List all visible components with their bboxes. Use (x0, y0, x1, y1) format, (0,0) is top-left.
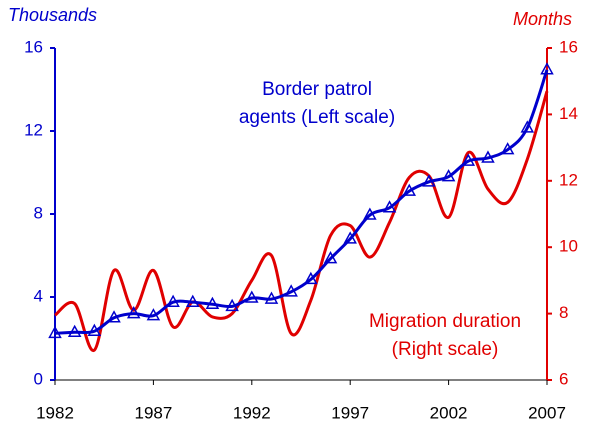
series-line (54, 69, 549, 335)
y-tick-label: 16 (24, 37, 43, 56)
point-marker (67, 324, 82, 338)
y2-tick-label: 6 (559, 369, 568, 388)
x-tick-label: 2007 (528, 403, 566, 422)
y2-tick-label: 8 (559, 303, 568, 322)
series-line (54, 90, 549, 352)
point-marker (107, 310, 121, 323)
x-tick-label: 1982 (36, 403, 74, 422)
point-marker (363, 207, 377, 220)
point-marker (48, 325, 62, 339)
y2-axis-label: Months (513, 9, 572, 29)
x-tick-label: 2002 (430, 403, 468, 422)
annotation: Migration duration (369, 311, 521, 332)
y2-tick-label: 14 (559, 104, 578, 123)
y-tick-label: 0 (34, 369, 43, 388)
point-marker (87, 323, 102, 336)
point-marker (126, 306, 141, 319)
point-marker (520, 120, 535, 133)
y-axis-label: Thousands (8, 5, 97, 25)
point-marker (304, 271, 318, 285)
x-tick-label: 1992 (233, 403, 271, 422)
point-marker (481, 150, 495, 163)
y2-tick-label: 10 (559, 237, 578, 256)
point-marker (284, 284, 298, 297)
point-marker (323, 251, 338, 264)
y-tick-label: 4 (34, 286, 43, 305)
point-marker (422, 174, 436, 187)
x-tick-label: 1997 (331, 403, 369, 422)
y-tick-label: 12 (24, 120, 43, 139)
point-marker (166, 294, 180, 307)
point-marker (205, 296, 220, 310)
y2-tick-label: 12 (559, 170, 578, 189)
point-marker (245, 290, 259, 303)
point-marker (500, 142, 515, 155)
point-marker (540, 62, 554, 75)
point-marker (264, 291, 279, 304)
annotation: Border patrol (262, 79, 372, 100)
point-marker (402, 183, 417, 196)
x-tick-label: 1987 (134, 403, 172, 422)
y-tick-label: 8 (34, 203, 43, 222)
point-marker (146, 308, 161, 321)
annotation: (Right scale) (392, 339, 499, 360)
y2-tick-label: 16 (559, 37, 578, 56)
point-marker (461, 153, 476, 166)
point-marker (225, 298, 239, 312)
annotation: agents (Left scale) (239, 107, 395, 128)
point-marker (441, 169, 456, 182)
point-marker (382, 200, 397, 213)
point-marker (185, 294, 200, 307)
point-marker (343, 231, 357, 244)
